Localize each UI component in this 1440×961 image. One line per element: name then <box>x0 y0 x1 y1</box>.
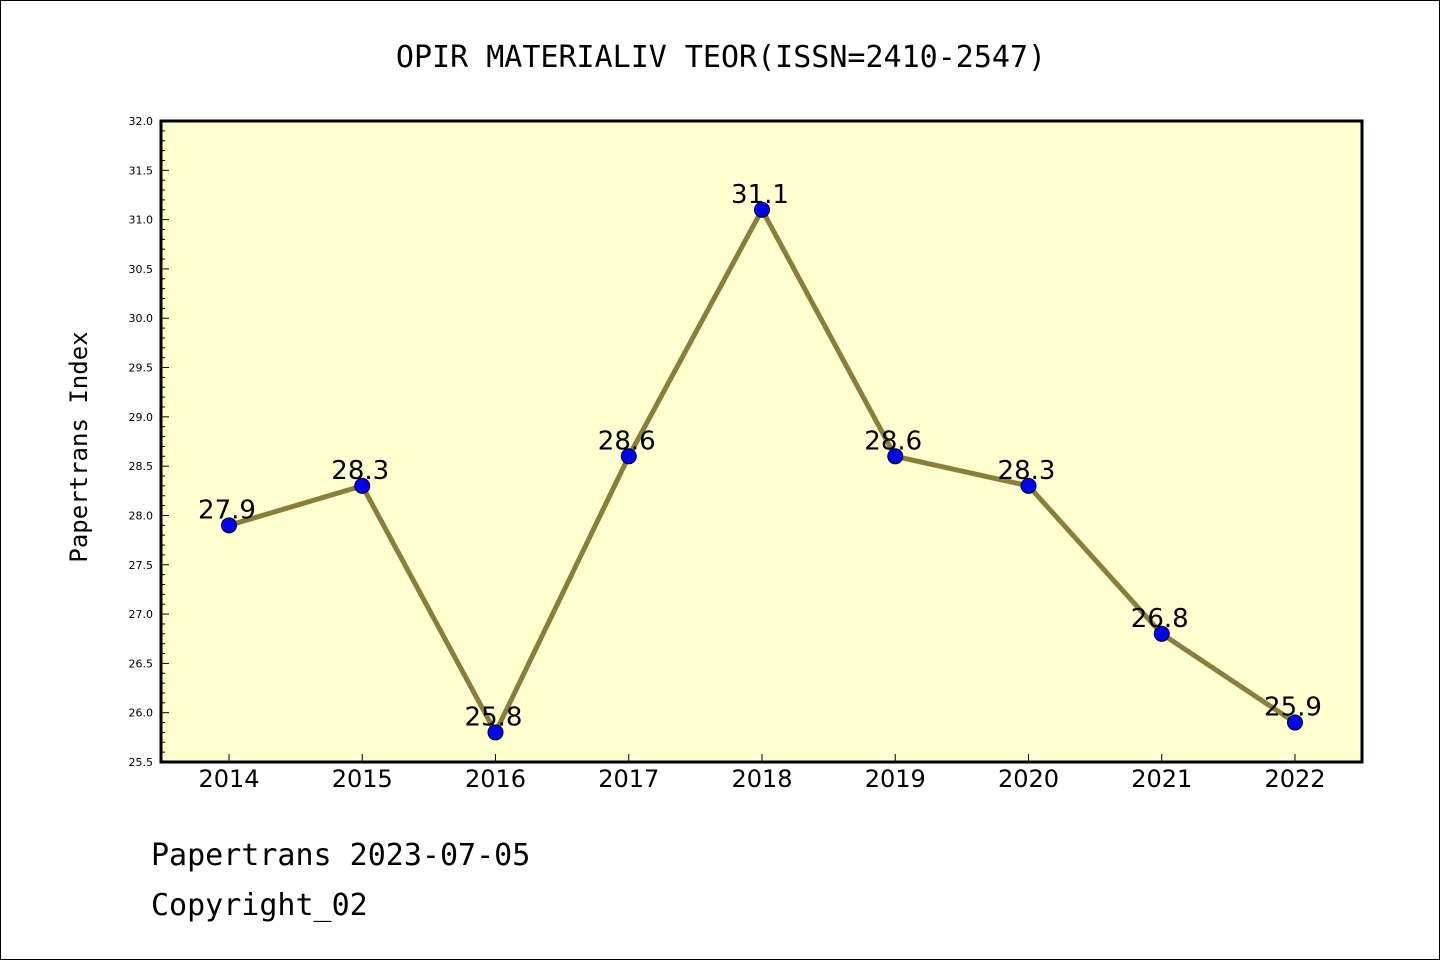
footer-copyright: Copyright_02 <box>151 888 368 923</box>
data-labels: 27.9 28.3 25.8 28.6 31.1 28.6 28.3 26.8 25.9 <box>198 180 1322 733</box>
x-tick-label: 2018 <box>731 765 792 793</box>
x-axis: 2014 2015 2016 2017 2018 2019 2020 2021 2022 <box>198 754 1326 793</box>
x-tick-label: 2015 <box>332 765 393 793</box>
data-label: 28.6 <box>598 426 656 456</box>
plot-area <box>159 119 1364 764</box>
x-tick-label: 2020 <box>998 765 1059 793</box>
data-label: 28.6 <box>864 426 922 456</box>
data-point <box>1287 714 1303 731</box>
data-label: 27.9 <box>198 495 256 525</box>
data-label: 28.3 <box>998 456 1056 486</box>
data-point <box>887 448 904 465</box>
data-point <box>1020 477 1037 494</box>
y-tick-label: 29.0 <box>129 411 154 424</box>
x-tick-label: 2014 <box>198 765 259 793</box>
y-tick-label: 27.5 <box>129 559 154 572</box>
x-tick-label: 2016 <box>465 765 526 793</box>
data-point <box>221 517 237 534</box>
y-tick-label: 32.0 <box>129 115 154 128</box>
x-tick-label: 2019 <box>865 765 926 793</box>
y-tick-label: 29.5 <box>129 362 154 375</box>
x-tick-label: 2017 <box>598 765 659 793</box>
x-tick-label: 2021 <box>1131 765 1192 793</box>
y-tick-label: 31.0 <box>129 214 154 227</box>
data-point <box>1153 625 1170 642</box>
y-tick-label: 27.0 <box>129 608 154 621</box>
data-label: 25.9 <box>1264 693 1322 723</box>
data-label: 25.8 <box>465 702 523 732</box>
chart-title: OPIR MATERIALIV TEOR(ISSN=2410-2547) <box>396 40 1046 75</box>
data-label: 28.3 <box>331 456 389 486</box>
y-tick-label: 28.5 <box>129 460 154 473</box>
data-point <box>354 477 371 494</box>
data-point <box>620 448 637 465</box>
y-tick-label: 30.5 <box>129 263 154 276</box>
data-points <box>221 201 1303 741</box>
y-tick-label: 31.5 <box>129 164 154 177</box>
y-tick-label: 28.0 <box>129 509 154 522</box>
data-label: 31.1 <box>731 180 789 210</box>
y-tick-label: 25.5 <box>129 756 154 769</box>
y-tick-label: 26.0 <box>129 707 154 720</box>
y-tick-label: 30.0 <box>129 312 154 325</box>
y-tick-label: 26.5 <box>129 657 154 670</box>
data-label: 26.8 <box>1131 604 1189 634</box>
footer-date: Papertrans 2023-07-05 <box>151 838 530 873</box>
y-axis-label: Papertrans Index <box>65 331 93 562</box>
data-point <box>754 201 770 218</box>
x-tick-label: 2022 <box>1264 765 1325 793</box>
y-axis: 25.5 26.0 26.5 27.0 27.5 28.0 28.5 29.0 29.5 30.0… <box>129 115 169 769</box>
data-point <box>487 724 504 741</box>
